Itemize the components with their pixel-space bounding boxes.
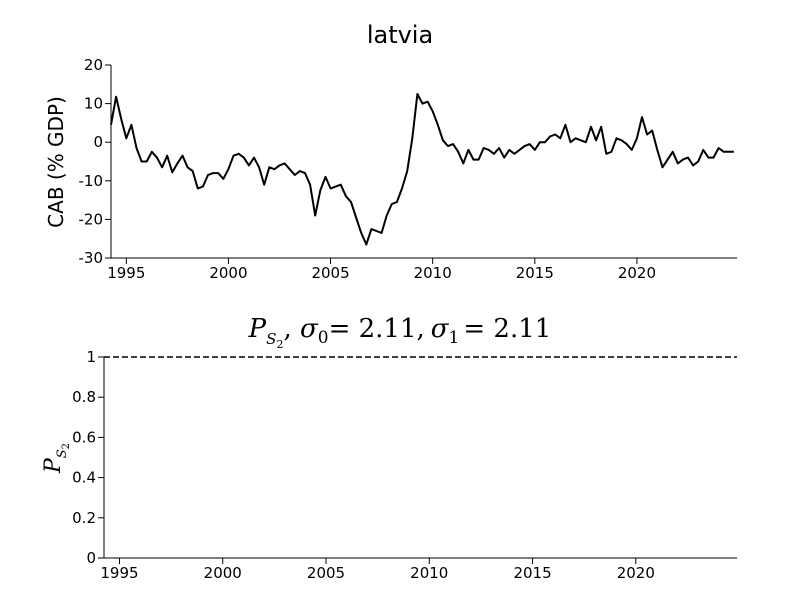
x-tick-label: 2020 [617,564,655,582]
y-tick-label: 0.2 [72,509,96,527]
y-tick-label: 10 [84,95,103,113]
cab-x-axis: 1995 2000 2005 2010 2015 2020 [107,257,737,282]
y-tick-label: -10 [79,172,104,190]
cab-y-axis: -30 -20 -10 0 10 20 [79,56,112,267]
cab-chart: latvia -30 -20 -10 0 10 20 1995 2000 2005 2010 20… [44,21,737,282]
y-tick-label: 0 [86,549,96,567]
x-tick-label: 1995 [100,564,138,582]
x-tick-label: 2020 [618,264,656,282]
y-tick-label: 1 [86,348,96,366]
cab-series [110,93,734,246]
y-tick-label: 20 [84,56,103,74]
y-tick-label: -30 [79,249,104,267]
cab-chart-title: latvia [367,21,433,49]
x-tick-label: 1995 [107,264,145,282]
x-tick-label: 2010 [414,264,452,282]
probability-x-axis: 1995 2000 2005 2010 2015 2020 [100,557,737,582]
x-tick-label: 2005 [307,564,345,582]
probability-y-axis-label: PS2 [41,443,72,474]
y-tick-label: 0.4 [72,469,96,487]
cab-y-axis-label: CAB (% GDP) [44,96,68,228]
y-tick-label: 0.8 [72,388,96,406]
x-tick-label: 2000 [204,564,242,582]
x-tick-label: 2015 [516,264,554,282]
x-tick-label: 2015 [513,564,551,582]
series-line [110,93,734,246]
probability-y-axis: 0 0.2 0.4 0.6 0.8 1 [72,348,105,567]
probability-chart: PS2, σ0= 2.11, σ1 = 2.11 0 0.2 0.4 0.6 0.8 1 19… [41,314,737,582]
x-tick-label: 2000 [209,264,247,282]
y-tick-label: 0 [93,133,103,151]
x-tick-label: 2005 [311,264,349,282]
x-tick-label: 2010 [410,564,448,582]
y-tick-label: 0.6 [72,428,96,446]
y-tick-label: -20 [79,210,104,228]
probability-chart-title: PS2, σ0= 2.11, σ1 = 2.11 [248,314,552,351]
